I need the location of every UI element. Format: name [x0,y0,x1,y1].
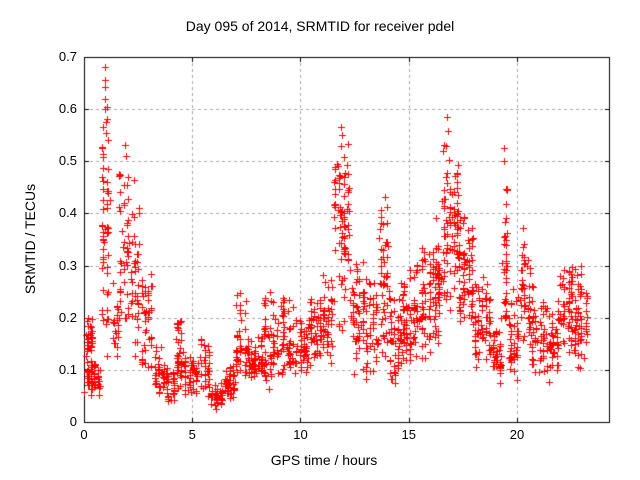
y-tick-label-0.3: 0.3 [58,257,77,273]
x-tick-label-0: 0 [80,427,88,442]
chart-title: Day 095 of 2014, SRMTID for receiver pde… [185,18,455,34]
x-tick-label-20: 20 [509,427,525,442]
y-axis-label-text: SRMTID / TECUs [22,183,38,295]
y-tick-label-0.7: 0.7 [58,49,77,64]
x-axis-label: GPS time / hours [270,452,378,468]
y-tick-label-0.1: 0.1 [58,361,77,377]
y-tick-label-0.5: 0.5 [58,153,77,169]
y-tick-label-0.4: 0.4 [58,205,77,221]
y-tick-label-0: 0 [69,414,77,429]
y-tick-label-0.2: 0.2 [58,309,77,325]
x-tick-label-15: 15 [401,427,416,442]
x-tick-label-5: 5 [188,427,196,442]
x-tick-label-10: 10 [293,427,308,442]
y-tick-label-0.6: 0.6 [58,101,77,117]
